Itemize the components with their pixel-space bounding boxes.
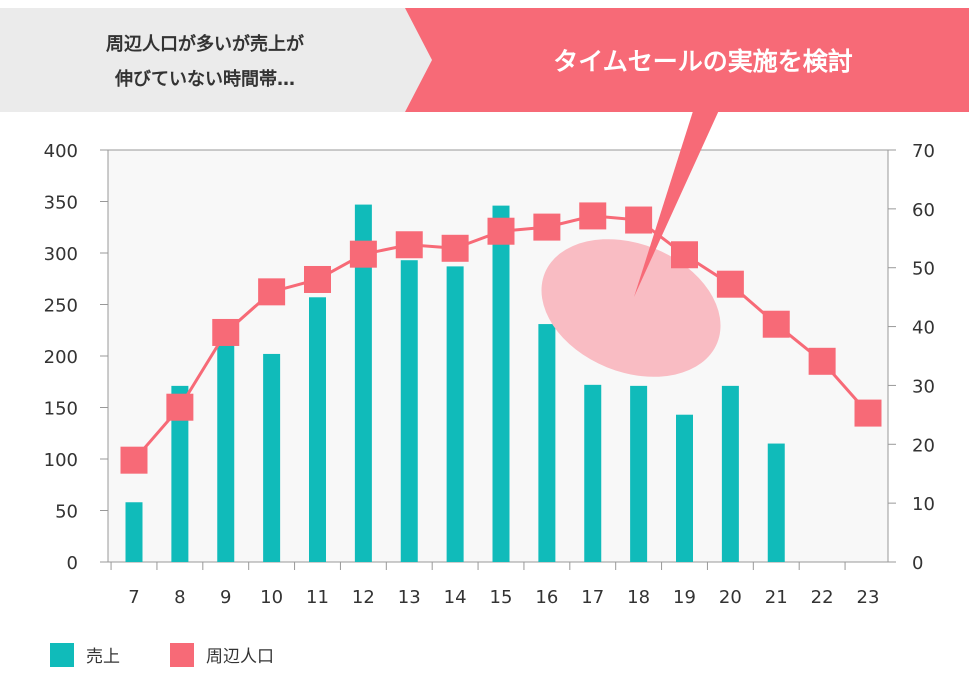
x-tick-label: 12 bbox=[352, 587, 375, 608]
x-tick-label: 15 bbox=[490, 587, 513, 608]
bar-14 bbox=[446, 266, 464, 562]
population-marker-13 bbox=[395, 231, 423, 259]
population-marker-16 bbox=[533, 213, 561, 241]
population-marker-22 bbox=[808, 347, 836, 375]
x-tick-label: 22 bbox=[811, 587, 834, 608]
banner-left-line1: 周辺人口が多いが売上が bbox=[106, 33, 304, 55]
left-tick-label: 400 bbox=[44, 141, 78, 162]
population-marker-14 bbox=[441, 234, 469, 262]
legend-swatch-population bbox=[170, 643, 194, 667]
right-tick-label: 60 bbox=[912, 200, 935, 221]
population-marker-21 bbox=[762, 310, 790, 338]
x-tick-label: 18 bbox=[627, 587, 650, 608]
left-tick-label: 200 bbox=[44, 347, 78, 368]
legend-label-sales: 売上 bbox=[86, 647, 120, 667]
left-tick-label: 100 bbox=[44, 450, 78, 471]
x-tick-label: 10 bbox=[260, 587, 283, 608]
bar-19 bbox=[676, 414, 693, 562]
bar-13 bbox=[400, 260, 418, 562]
x-tick-label: 11 bbox=[306, 587, 329, 608]
population-marker-23 bbox=[854, 399, 882, 427]
population-marker-17 bbox=[579, 202, 607, 230]
x-tick-label: 21 bbox=[765, 587, 788, 608]
right-tick-label: 50 bbox=[912, 259, 935, 280]
bar-15 bbox=[492, 205, 510, 562]
population-marker-15 bbox=[487, 217, 515, 245]
population-marker-18 bbox=[625, 206, 653, 234]
left-tick-label: 150 bbox=[44, 399, 78, 420]
bar-12 bbox=[354, 204, 372, 562]
left-tick-label: 50 bbox=[55, 502, 78, 523]
population-marker-11 bbox=[304, 265, 331, 293]
population-marker-19 bbox=[671, 241, 698, 269]
x-tick-label: 14 bbox=[444, 587, 467, 608]
right-tick-label: 70 bbox=[912, 141, 935, 162]
right-tick-label: 0 bbox=[912, 553, 923, 574]
right-tick-label: 10 bbox=[912, 494, 935, 515]
x-tick-label: 16 bbox=[535, 587, 558, 608]
banner-left-line2: 伸びていない時間帯… bbox=[114, 68, 295, 90]
bar-7 bbox=[125, 502, 143, 562]
left-tick-label: 0 bbox=[67, 553, 78, 574]
x-tick-label: 13 bbox=[398, 587, 421, 608]
callout-tail bbox=[634, 108, 720, 297]
x-tick-label: 8 bbox=[174, 587, 185, 608]
bar-21 bbox=[767, 443, 785, 562]
population-marker-9 bbox=[212, 318, 240, 346]
banner-right-text: タイムセールの実施を検討 bbox=[553, 47, 853, 76]
x-tick-label: 17 bbox=[581, 587, 604, 608]
left-tick-label: 350 bbox=[44, 193, 78, 214]
x-tick-label: 9 bbox=[220, 587, 231, 608]
population-marker-10 bbox=[258, 278, 286, 306]
bar-10 bbox=[263, 353, 281, 562]
population-marker-7 bbox=[120, 446, 148, 474]
x-tick-label: 23 bbox=[857, 587, 880, 608]
bar-20 bbox=[721, 385, 739, 562]
legend-label-population: 周辺人口 bbox=[206, 647, 274, 667]
banner-right bbox=[405, 8, 969, 112]
population-marker-12 bbox=[349, 240, 377, 268]
legend-swatch-sales bbox=[50, 643, 74, 667]
right-tick-label: 20 bbox=[912, 435, 935, 456]
highlight-ellipse bbox=[541, 239, 721, 377]
x-tick-label: 7 bbox=[128, 587, 139, 608]
population-marker-20 bbox=[716, 270, 744, 298]
banner-left bbox=[0, 8, 432, 112]
x-tick-label: 19 bbox=[673, 587, 696, 608]
bar-17 bbox=[584, 384, 602, 562]
bar-9 bbox=[217, 340, 235, 562]
bar-18 bbox=[630, 385, 648, 562]
left-tick-label: 250 bbox=[44, 296, 78, 317]
right-tick-label: 30 bbox=[912, 376, 935, 397]
right-tick-label: 40 bbox=[912, 318, 935, 339]
population-marker-8 bbox=[166, 393, 194, 421]
x-tick-label: 20 bbox=[719, 587, 742, 608]
bar-16 bbox=[538, 324, 556, 562]
left-tick-label: 300 bbox=[44, 244, 78, 265]
bar-8 bbox=[171, 385, 189, 562]
bar-11 bbox=[309, 297, 326, 562]
